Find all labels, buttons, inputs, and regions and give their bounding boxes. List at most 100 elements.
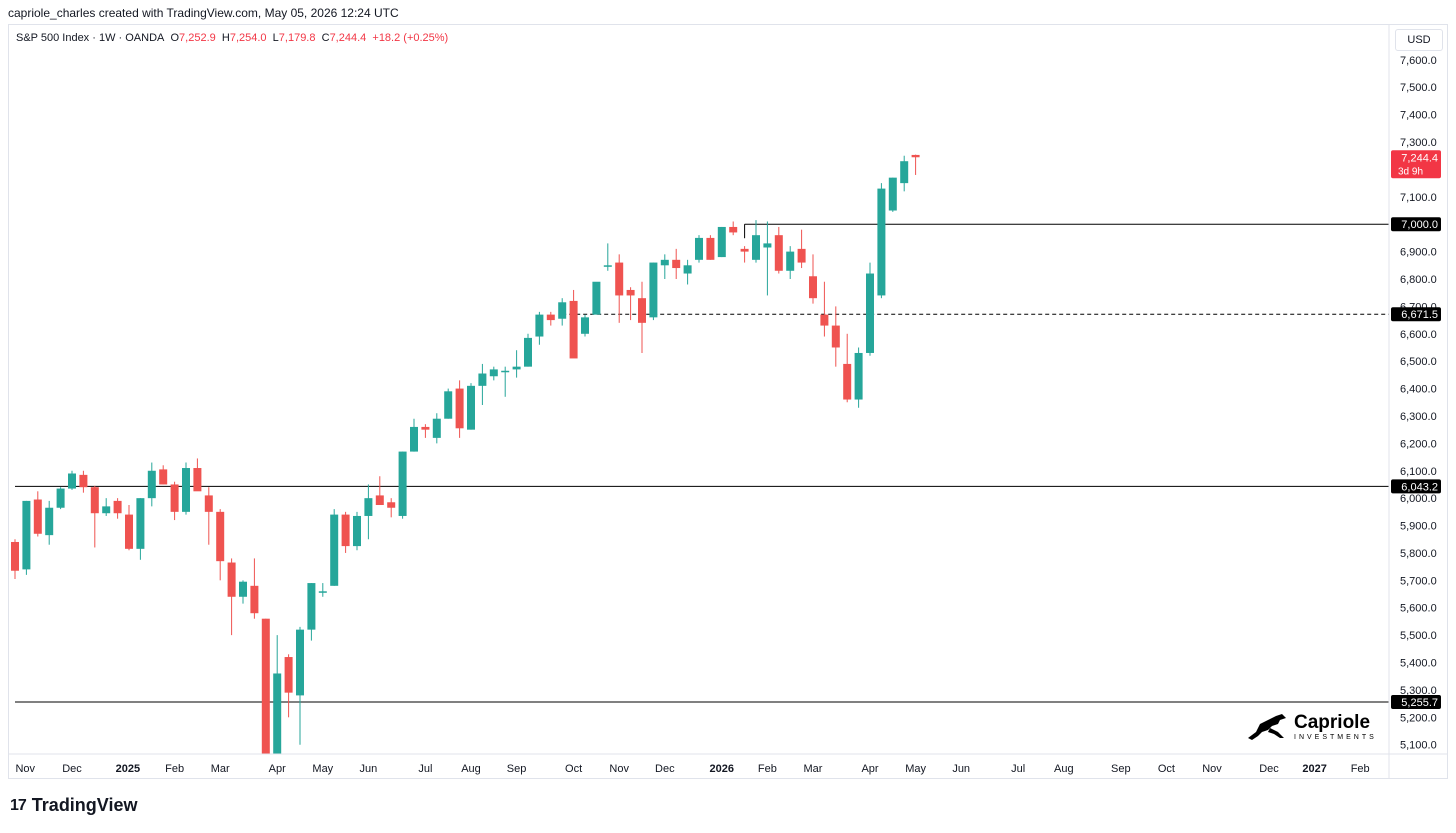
candle-body — [56, 488, 65, 508]
high-label: H — [221, 32, 230, 44]
candle-body — [125, 514, 133, 549]
x-tick-label: 2027 — [1302, 763, 1326, 775]
level-price-tag — [1391, 217, 1441, 232]
y-tick-label: 6,900.0 — [1400, 247, 1437, 259]
last-price-countdown: 3d 9h — [1398, 166, 1423, 177]
x-tick-label: Dec — [1259, 763, 1279, 775]
candle-body — [330, 514, 339, 586]
y-tick-label: 6,300.0 — [1400, 411, 1437, 423]
candle-body — [90, 487, 99, 514]
candle-body — [204, 495, 213, 512]
x-tick-label: May — [905, 763, 926, 775]
candle-body — [603, 265, 612, 267]
candle-body — [809, 276, 817, 299]
candle-body — [831, 325, 840, 348]
candle-body — [227, 562, 236, 597]
candle-body — [33, 499, 42, 534]
currency-button[interactable]: USD — [1395, 29, 1443, 51]
capriole-sub: INVESTMENTS — [1294, 734, 1377, 741]
candle-body — [786, 251, 795, 271]
low-value: 7,179.8 — [278, 32, 316, 44]
candle-body — [695, 237, 703, 260]
candle-body — [672, 259, 681, 269]
candle-body — [170, 484, 179, 512]
candle-body — [797, 248, 806, 263]
candle-body — [763, 243, 772, 248]
level-price-tag — [1391, 695, 1441, 710]
close-value: 7,244.4 — [329, 32, 367, 44]
y-tick-label: 7,500.0 — [1400, 82, 1437, 94]
x-tick-label: Jul — [1011, 763, 1025, 775]
y-tick-label: 6,200.0 — [1400, 438, 1437, 450]
candle-body — [546, 314, 555, 321]
level-price-tag — [1391, 479, 1441, 494]
x-tick-label: Dec — [655, 763, 675, 775]
candle-body — [740, 248, 749, 252]
level-price-label: 6,671.5 — [1401, 309, 1438, 321]
low-label: L — [272, 32, 279, 44]
x-tick-label: Jul — [418, 763, 432, 775]
candle-body — [261, 618, 270, 754]
candle-body — [558, 302, 567, 319]
y-tick-label: 5,300.0 — [1400, 685, 1437, 697]
candle-body — [877, 188, 886, 296]
y-tick-label: 5,600.0 — [1400, 603, 1437, 615]
y-tick-label: 6,800.0 — [1400, 274, 1437, 286]
candle-body — [888, 177, 897, 211]
capriole-watermark: Capriole INVESTMENTS — [1246, 712, 1377, 742]
close-label: C — [321, 32, 330, 44]
candle-body — [478, 373, 487, 386]
candle-body — [341, 514, 350, 547]
candle-body — [512, 366, 521, 370]
symbol-label[interactable]: S&P 500 Index · 1W · OANDA — [16, 32, 165, 44]
candle-body — [444, 391, 453, 419]
candle-body — [45, 507, 54, 536]
y-tick-label: 5,900.0 — [1400, 521, 1437, 533]
candle-body — [866, 273, 874, 353]
candle-body — [524, 337, 532, 367]
candle-body — [615, 262, 624, 296]
candle-body — [364, 498, 373, 516]
candle-body — [752, 235, 760, 260]
x-tick-label: Apr — [269, 763, 286, 775]
candle-body — [706, 237, 715, 260]
y-tick-label: 6,400.0 — [1400, 384, 1437, 396]
y-tick-label: 7,300.0 — [1400, 137, 1437, 149]
y-tick-label: 5,200.0 — [1400, 712, 1437, 724]
horse-logo-icon — [1248, 714, 1286, 740]
candle-body — [911, 154, 920, 158]
level-price-label: 7,000.0 — [1401, 219, 1438, 231]
y-tick-label: 5,400.0 — [1400, 658, 1437, 670]
x-tick-label: Nov — [1202, 763, 1222, 775]
candle-body — [421, 426, 430, 430]
x-tick-label: Feb — [758, 763, 777, 775]
candle-body — [284, 657, 293, 693]
x-tick-label: Mar — [211, 763, 230, 775]
candle-body — [729, 226, 738, 233]
y-tick-label: 6,500.0 — [1400, 356, 1437, 368]
y-tick-label: 7,600.0 — [1400, 55, 1437, 67]
chart-legend: S&P 500 Index · 1W · OANDA O7,252.9 H7,2… — [16, 32, 448, 44]
y-tick-label: 6,100.0 — [1400, 466, 1437, 478]
candle-body — [216, 511, 225, 562]
x-tick-label: Sep — [507, 763, 527, 775]
candle-body — [147, 470, 156, 499]
level-price-label: 5,255.7 — [1401, 697, 1438, 709]
y-tick-label: 5,700.0 — [1400, 575, 1437, 587]
chart-frame[interactable] — [8, 24, 1448, 779]
candle-body — [626, 289, 635, 296]
candle-body — [638, 298, 646, 323]
tradingview-logo[interactable]: 17 TradingView — [10, 795, 138, 816]
candle-body — [68, 473, 76, 489]
y-tick-label: 5,100.0 — [1400, 740, 1437, 752]
high-value: 7,254.0 — [229, 32, 267, 44]
candle-body — [375, 495, 384, 506]
candle-body — [398, 451, 407, 516]
y-tick-label: 6,600.0 — [1400, 329, 1437, 341]
x-tick-label: Feb — [165, 763, 184, 775]
candle-body — [159, 469, 168, 485]
candle-body — [717, 226, 726, 258]
x-tick-label: Oct — [1158, 763, 1175, 775]
x-tick-label: Dec — [62, 763, 82, 775]
